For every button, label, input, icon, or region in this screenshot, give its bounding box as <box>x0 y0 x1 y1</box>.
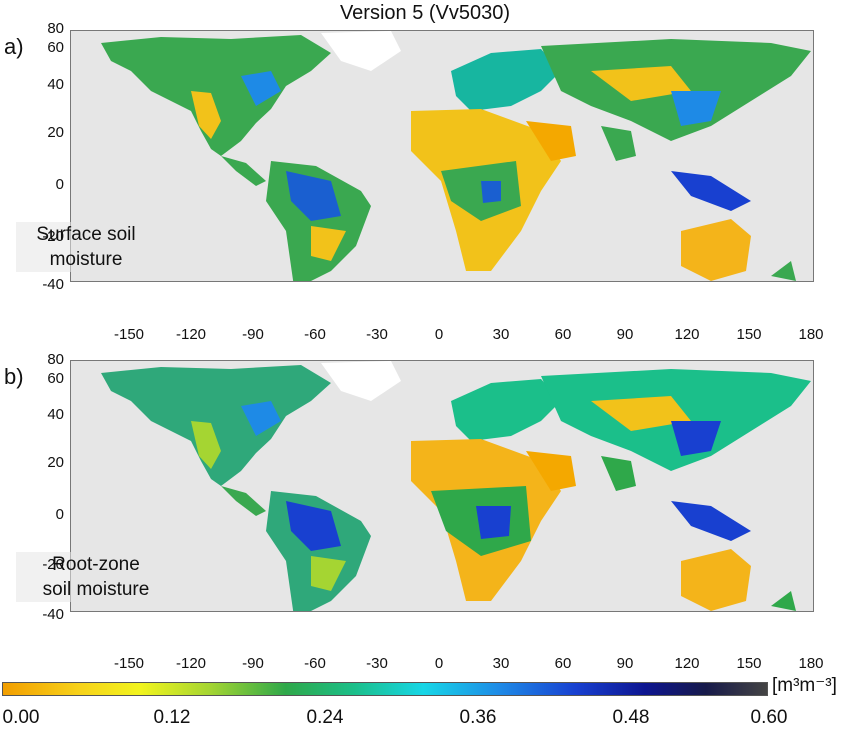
panel-b-label: b) <box>4 364 24 389</box>
continents-b <box>101 361 811 611</box>
xtick-b: -90 <box>242 655 264 672</box>
ytick-a-40: 40 <box>47 76 64 93</box>
colorbar-unit: [m³m⁻³] <box>772 675 837 696</box>
xtick-b: -60 <box>304 655 326 672</box>
colorbar-tick-5: 0.60 <box>750 707 788 728</box>
xtick-a: 60 <box>554 326 572 343</box>
xtick-a: 150 <box>736 326 762 343</box>
se-asia-islands <box>671 501 751 541</box>
map-panel-b <box>70 360 814 612</box>
figure-title: Version 5 (Vv5030) <box>339 2 511 24</box>
xtick-a: -120 <box>175 326 207 343</box>
continents-a <box>101 31 811 281</box>
europe <box>451 379 561 441</box>
xtick-b: 90 <box>616 655 634 672</box>
ytick-a-20: 20 <box>47 124 64 141</box>
xtick-b: -30 <box>366 655 388 672</box>
xtick-a: -150 <box>113 326 145 343</box>
xtick-a: 120 <box>674 326 700 343</box>
north-america <box>101 365 331 486</box>
ytick-b-40: 40 <box>47 406 64 423</box>
colorbar-tick-1: 0.12 <box>153 707 191 728</box>
xtick-b: 150 <box>736 655 762 672</box>
xtick-b: 60 <box>554 655 572 672</box>
panel-a-label: a) <box>4 34 24 59</box>
greenland <box>321 361 401 401</box>
colorbar-tick-0: 0.00 <box>2 707 40 728</box>
north-america <box>101 35 331 156</box>
se-asia-islands <box>671 171 751 211</box>
ytick-b-80: 80 <box>47 351 64 368</box>
caption-surface: Surface soil moisture <box>16 222 156 272</box>
ytick-a-80: 80 <box>47 20 64 37</box>
europe <box>451 49 561 111</box>
ytick-b-m40: -40 <box>42 606 64 623</box>
australia <box>681 549 751 611</box>
xtick-a: 180 <box>798 326 824 343</box>
ytick-b-0: 0 <box>55 506 64 523</box>
ytick-b-60: 60 <box>47 370 64 387</box>
ytick-a-m40: -40 <box>42 276 64 293</box>
ytick-a-m20: -20 <box>42 228 64 245</box>
xtick-b: 0 <box>434 655 444 672</box>
world-map-rootzone <box>101 361 811 611</box>
xtick-a: -60 <box>304 326 326 343</box>
map-panel-a <box>70 30 814 282</box>
xtick-a: -90 <box>242 326 264 343</box>
xtick-b: 120 <box>674 655 700 672</box>
colorbar-tick-4: 0.48 <box>612 707 650 728</box>
xtick-b: 30 <box>492 655 510 672</box>
xtick-a: -30 <box>366 326 388 343</box>
xtick-b: -150 <box>113 655 145 672</box>
xtick-b: -120 <box>175 655 207 672</box>
xtick-a: 0 <box>434 326 444 343</box>
world-map-surface <box>101 31 811 281</box>
greenland <box>321 31 401 71</box>
colorbar-tick-3: 0.36 <box>459 707 497 728</box>
australia <box>681 219 751 281</box>
ytick-b-20: 20 <box>47 454 64 471</box>
xtick-b: 180 <box>798 655 824 672</box>
colorbar-tick-2: 0.24 <box>306 707 344 728</box>
xtick-a: 90 <box>616 326 634 343</box>
caption-rootzone: Root-zone soil moisture <box>16 552 176 602</box>
xtick-a: 30 <box>492 326 510 343</box>
ytick-b-m20: -20 <box>42 556 64 573</box>
colorbar <box>2 682 768 696</box>
ytick-a-60: 60 <box>47 39 64 56</box>
ytick-a-0: 0 <box>55 176 64 193</box>
